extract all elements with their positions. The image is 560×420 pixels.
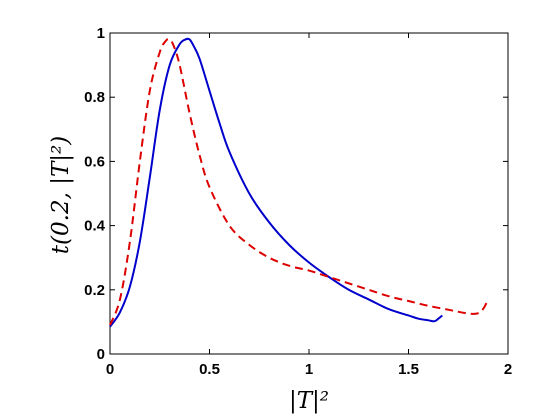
x-tick-label: 0.5 xyxy=(199,361,220,378)
y-tick-label: 0 xyxy=(97,346,105,363)
plot-area xyxy=(109,32,509,355)
solid-blue-series-line xyxy=(109,37,443,328)
y-tick-label: 0.6 xyxy=(84,153,105,170)
x-tick-label: 0 xyxy=(106,361,114,378)
y-tick-label: 1 xyxy=(97,25,105,42)
series-layer xyxy=(109,37,490,328)
y-tick-label: 0.8 xyxy=(84,89,105,106)
y-tick-label: 0.4 xyxy=(84,218,106,235)
x-tick-label: 1 xyxy=(305,361,313,378)
y-tick-label: 0.2 xyxy=(84,282,105,299)
y-axis-label: t(0.2, |T|²) xyxy=(48,136,74,254)
ticks-layer: 0 0.5 1 1.5 2 0 0.2 0.4 0.6 0.8 1 xyxy=(84,25,512,378)
x-tick-label: 2 xyxy=(504,361,512,378)
x-axis-label: |T|² xyxy=(289,388,329,414)
dashed-red-series-line xyxy=(109,38,490,326)
x-tick-label: 1.5 xyxy=(398,361,419,378)
